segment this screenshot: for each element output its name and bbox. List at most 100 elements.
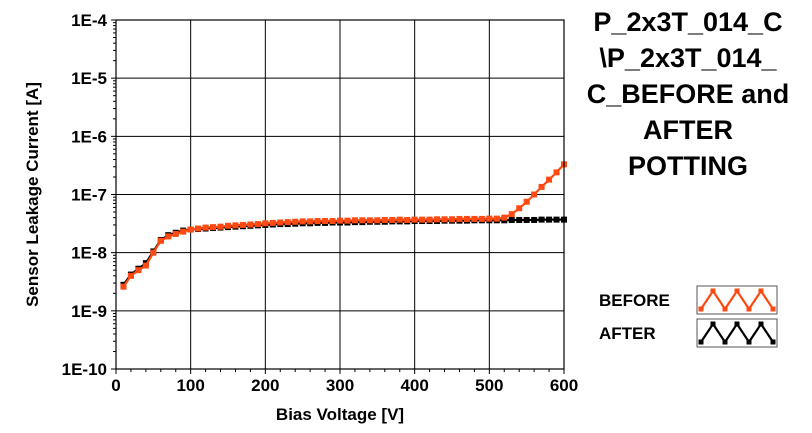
x-axis-title: Bias Voltage [V] bbox=[276, 405, 404, 424]
x-tick-label: 600 bbox=[550, 376, 578, 395]
y-axis-title: Sensor Leakage Current [A] bbox=[23, 82, 42, 307]
legend-swatch-marker-after bbox=[758, 321, 764, 327]
legend-swatch-marker-after bbox=[770, 339, 776, 345]
data-point-before bbox=[172, 230, 179, 237]
data-point-before bbox=[359, 217, 366, 224]
data-point-before bbox=[142, 262, 149, 269]
data-point-after bbox=[516, 216, 523, 223]
data-point-before bbox=[441, 216, 448, 223]
legend-swatch-marker-before bbox=[710, 288, 716, 294]
y-tick-label: 1E-6 bbox=[71, 127, 107, 146]
x-tick-label: 200 bbox=[251, 376, 279, 395]
y-tick-label: 1E-8 bbox=[71, 244, 107, 263]
data-point-before bbox=[486, 215, 493, 222]
y-tick-label: 1E-5 bbox=[71, 69, 107, 88]
data-point-after bbox=[523, 216, 530, 223]
data-point-before bbox=[202, 224, 209, 231]
legend-swatch-marker-after bbox=[746, 339, 752, 345]
data-point-after bbox=[538, 216, 545, 223]
legend-swatch-marker-before bbox=[698, 306, 704, 312]
series-layer bbox=[120, 161, 567, 290]
x-tick-label: 300 bbox=[326, 376, 354, 395]
data-point-before bbox=[120, 283, 127, 290]
data-point-before bbox=[150, 249, 157, 256]
data-point-before bbox=[135, 267, 142, 274]
data-point-before bbox=[493, 215, 500, 222]
data-point-before bbox=[516, 205, 523, 212]
y-tick-label: 1E-7 bbox=[71, 186, 107, 205]
data-point-before bbox=[374, 217, 381, 224]
data-point-before bbox=[292, 218, 299, 225]
data-point-before bbox=[404, 216, 411, 223]
legend-swatch-marker-after bbox=[722, 339, 728, 345]
legend-swatch-marker-before bbox=[758, 288, 764, 294]
data-point-after bbox=[508, 216, 515, 223]
data-point-before bbox=[344, 217, 351, 224]
legend-swatch-marker-before bbox=[770, 306, 776, 312]
data-point-before bbox=[463, 215, 470, 222]
x-tick-label: 500 bbox=[475, 376, 503, 395]
x-tick-label: 100 bbox=[176, 376, 204, 395]
y-tick-label: 1E-4 bbox=[71, 11, 107, 30]
data-point-before bbox=[232, 222, 239, 229]
data-point-before bbox=[314, 218, 321, 225]
data-point-before bbox=[419, 216, 426, 223]
data-point-before bbox=[262, 220, 269, 227]
legend-swatch-marker-after bbox=[698, 339, 704, 345]
data-point-before bbox=[531, 191, 538, 198]
x-tick-label: 400 bbox=[400, 376, 428, 395]
data-point-before bbox=[225, 222, 231, 229]
data-point-before bbox=[247, 221, 254, 228]
data-point-before bbox=[553, 169, 560, 176]
data-point-before bbox=[351, 217, 358, 224]
data-point-before bbox=[239, 221, 246, 228]
chart-title: P_2x3T_014_C \P_2x3T_014_ C_BEFORE and AFTE… bbox=[587, 7, 790, 181]
data-point-before bbox=[501, 214, 508, 221]
chart-title-line: \P_2x3T_014_ bbox=[599, 43, 777, 73]
data-point-before bbox=[396, 216, 403, 223]
data-point-before bbox=[329, 218, 336, 225]
data-point-before bbox=[187, 226, 194, 233]
data-point-before bbox=[217, 223, 224, 230]
data-point-before bbox=[307, 218, 314, 225]
legend-swatch-marker-before bbox=[746, 306, 752, 312]
x-axis-ticks: 0 100 200 300 400 500 600 bbox=[111, 369, 578, 395]
data-point-before bbox=[449, 216, 455, 223]
plot-area bbox=[115, 19, 567, 370]
data-point-before bbox=[381, 216, 388, 223]
data-point-after bbox=[553, 216, 560, 223]
data-point-before bbox=[456, 215, 463, 222]
chart-title-line: C_BEFORE and bbox=[587, 79, 790, 109]
data-point-before bbox=[434, 216, 441, 223]
legend-swatch-marker-after bbox=[734, 321, 740, 327]
data-point-before bbox=[277, 219, 284, 226]
chart-title-line: P_2x3T_014_C bbox=[593, 7, 782, 37]
x-tick-label: 0 bbox=[111, 376, 120, 395]
data-point-before bbox=[157, 237, 164, 244]
data-point-before bbox=[508, 211, 515, 218]
chart-title-line: POTTING bbox=[628, 151, 748, 181]
data-point-before bbox=[210, 224, 217, 231]
data-point-before bbox=[411, 216, 418, 223]
data-point-before bbox=[471, 215, 478, 222]
y-tick-label: 1E-9 bbox=[71, 302, 107, 321]
data-point-before bbox=[337, 217, 343, 224]
data-point-after bbox=[546, 216, 553, 223]
data-point-before bbox=[478, 215, 485, 222]
legend-label-after: AFTER bbox=[599, 324, 656, 343]
data-point-before bbox=[127, 272, 134, 279]
y-tick-label: 1E-10 bbox=[62, 360, 107, 379]
data-point-before bbox=[538, 183, 545, 190]
data-point-before bbox=[284, 219, 291, 226]
legend: BEFORE AFTER bbox=[588, 283, 788, 349]
data-point-before bbox=[366, 217, 373, 224]
data-point-after bbox=[531, 216, 538, 223]
data-point-before bbox=[299, 218, 306, 225]
y-axis-ticks: 1E-10 1E-9 1E-8 1E-7 1E-6 1E-5 1E-4 bbox=[62, 11, 116, 379]
data-point-before bbox=[180, 228, 187, 235]
data-point-before bbox=[322, 218, 329, 225]
data-point-before bbox=[426, 216, 433, 223]
legend-swatch-marker-after bbox=[710, 321, 716, 327]
data-point-before bbox=[269, 219, 276, 226]
